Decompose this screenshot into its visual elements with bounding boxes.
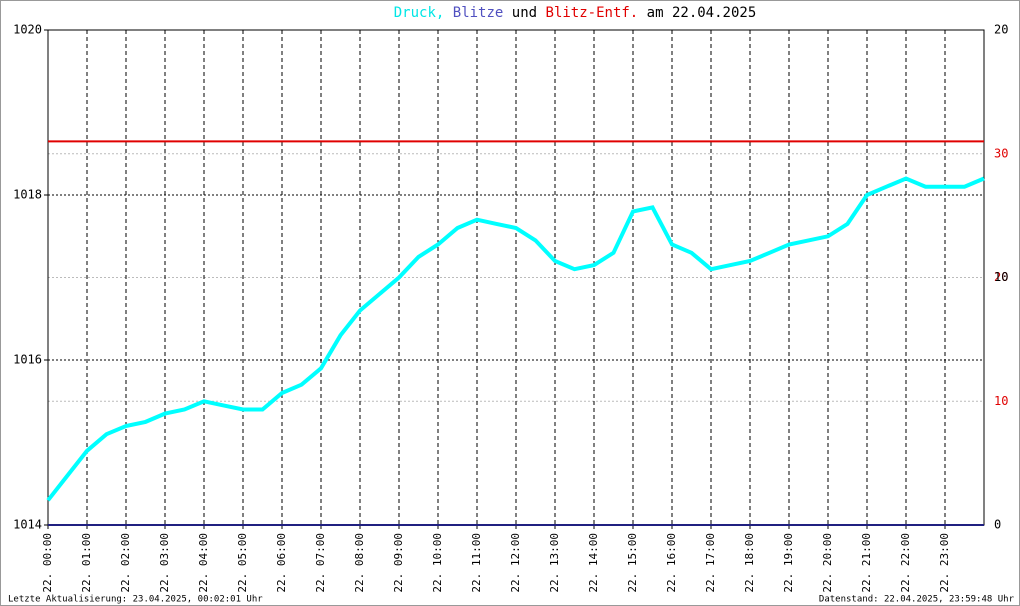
x-tick-label: 22. 02:00 bbox=[119, 533, 132, 593]
x-tick-label: 22. 13:00 bbox=[548, 533, 561, 593]
x-tick-label: 22. 06:00 bbox=[275, 533, 288, 593]
x-tick-label: 22. 15:00 bbox=[626, 533, 639, 593]
y3-tick-label: 20 bbox=[994, 23, 1008, 37]
y-tick-label: 1016 bbox=[13, 353, 42, 367]
x-tick-label: 22. 16:00 bbox=[665, 533, 678, 593]
x-tick-label: 22. 03:00 bbox=[158, 533, 171, 593]
title-part: Druck, bbox=[394, 5, 445, 21]
x-tick-label: 22. 00:00 bbox=[41, 533, 54, 593]
y2-tick-label: 30 bbox=[994, 146, 1008, 160]
chart-title: Druck, Blitze und Blitz-Entf. am 22.04.2… bbox=[394, 5, 757, 21]
y3-tick-label: 0 bbox=[994, 518, 1001, 532]
x-tick-label: 22. 07:00 bbox=[314, 533, 327, 593]
x-tick-label: 22. 18:00 bbox=[743, 533, 756, 593]
y-tick-label: 1014 bbox=[13, 518, 42, 532]
title-part: und bbox=[512, 5, 537, 21]
x-tick-label: 22. 20:00 bbox=[821, 533, 834, 593]
x-tick-label: 22. 21:00 bbox=[860, 533, 873, 593]
y-tick-label: 1018 bbox=[13, 188, 42, 202]
title-part: am 22.04.2025 bbox=[647, 5, 757, 21]
y2-tick-label: 10 bbox=[994, 394, 1008, 408]
footer-right: Datenstand: 22.04.2025, 23:59:48 Uhr bbox=[819, 595, 1015, 605]
x-tick-label: 22. 10:00 bbox=[431, 533, 444, 593]
x-tick-label: 22. 14:00 bbox=[587, 533, 600, 593]
x-tick-label: 22. 11:00 bbox=[470, 533, 483, 593]
y2-tick-label: 20 bbox=[994, 270, 1008, 284]
y3-tick-label: 10 bbox=[994, 270, 1008, 284]
footer-left: Letzte Aktualisierung: 23.04.2025, 00:02… bbox=[8, 595, 263, 605]
x-tick-label: 22. 19:00 bbox=[782, 533, 795, 593]
x-tick-label: 22. 01:00 bbox=[80, 533, 93, 593]
title-part: Blitz-Entf. bbox=[546, 5, 639, 21]
series-line bbox=[46, 176, 985, 502]
x-tick-label: 22. 05:00 bbox=[236, 533, 249, 593]
x-tick-label: 22. 22:00 bbox=[899, 533, 912, 593]
x-tick-label: 22. 08:00 bbox=[353, 533, 366, 593]
x-tick-label: 22. 17:00 bbox=[704, 533, 717, 593]
y-tick-label: 1020 bbox=[13, 23, 42, 37]
x-tick-label: 22. 04:00 bbox=[197, 533, 210, 593]
x-tick-label: 22. 12:00 bbox=[509, 533, 522, 593]
x-tick-label: 22. 09:00 bbox=[392, 533, 405, 593]
x-tick-label: 22. 23:00 bbox=[938, 533, 951, 593]
title-part: Blitze bbox=[453, 5, 504, 21]
